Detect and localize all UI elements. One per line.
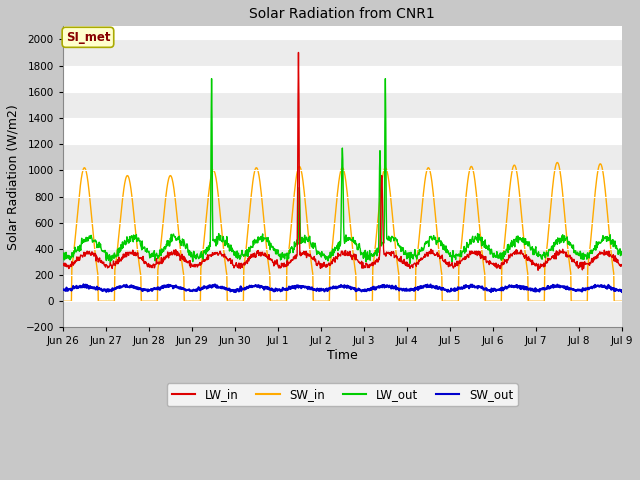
Bar xyxy=(63,301,622,327)
Bar xyxy=(63,144,622,170)
LW_out xyxy=(445,251,452,257)
X-axis label: Time: Time xyxy=(327,349,358,362)
SW_out xyxy=(232,289,239,295)
SW_in xyxy=(414,246,422,252)
Title: Solar Radiation from CNR1: Solar Radiation from CNR1 xyxy=(250,7,435,21)
Bar xyxy=(63,275,622,301)
LW_in xyxy=(444,261,452,266)
SW_out xyxy=(271,288,279,294)
Line: SW_out: SW_out xyxy=(63,284,622,292)
LW_out xyxy=(59,255,67,261)
SW_in xyxy=(59,299,67,304)
Line: LW_out: LW_out xyxy=(63,79,622,264)
SW_out xyxy=(59,287,67,292)
LW_in xyxy=(59,262,67,267)
Text: SI_met: SI_met xyxy=(66,31,110,44)
SW_in xyxy=(220,247,227,253)
SW_out xyxy=(220,284,228,290)
Bar xyxy=(63,196,622,223)
Y-axis label: Solar Radiation (W/m2): Solar Radiation (W/m2) xyxy=(7,104,20,250)
LW_in xyxy=(220,254,227,260)
Line: LW_in: LW_in xyxy=(63,52,622,270)
SW_in xyxy=(444,299,451,304)
LW_out xyxy=(220,239,228,245)
Bar xyxy=(63,249,622,275)
Bar xyxy=(63,223,622,249)
SW_in xyxy=(554,159,561,165)
SW_out xyxy=(445,288,452,294)
LW_out xyxy=(208,76,216,82)
SW_in xyxy=(205,192,212,198)
LW_out xyxy=(521,242,529,248)
SW_in xyxy=(618,299,626,304)
LW_in xyxy=(415,261,422,266)
LW_out xyxy=(271,246,278,252)
Legend: LW_in, SW_in, LW_out, SW_out: LW_in, SW_in, LW_out, SW_out xyxy=(167,384,518,406)
SW_in xyxy=(271,299,278,304)
LW_in xyxy=(271,262,278,268)
SW_out xyxy=(79,281,87,287)
LW_out xyxy=(406,261,414,266)
Bar xyxy=(63,118,622,144)
Bar xyxy=(63,66,622,92)
LW_in xyxy=(618,262,626,267)
LW_in xyxy=(520,253,528,259)
LW_in xyxy=(294,49,302,55)
SW_out xyxy=(415,285,423,290)
LW_out xyxy=(415,252,423,257)
SW_in xyxy=(520,236,527,242)
SW_out xyxy=(521,286,529,292)
LW_out xyxy=(205,243,212,249)
LW_out xyxy=(618,252,626,258)
SW_out xyxy=(205,284,212,289)
SW_out xyxy=(618,289,626,295)
Bar xyxy=(63,39,622,66)
LW_in xyxy=(534,267,542,273)
Bar xyxy=(63,170,622,196)
Line: SW_in: SW_in xyxy=(63,162,622,301)
Bar xyxy=(63,92,622,118)
LW_in xyxy=(205,256,212,262)
